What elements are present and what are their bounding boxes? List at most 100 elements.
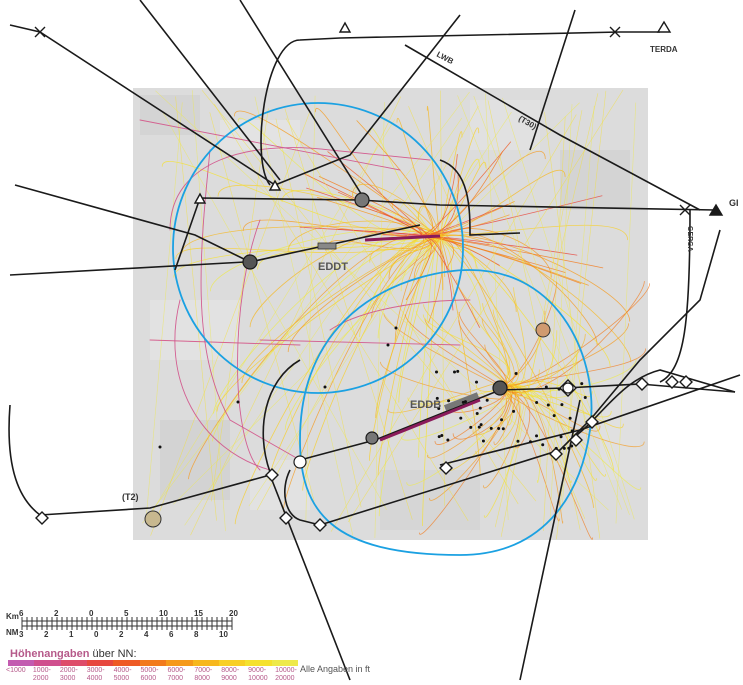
km-tick-label: 0: [89, 609, 94, 618]
legend-swatch: [245, 660, 272, 666]
flight-track: [499, 384, 597, 481]
observation-dot: [434, 370, 438, 374]
crossing-marks: [34, 26, 691, 216]
legend-bin-label-top: 6000-: [167, 667, 186, 674]
flight-track: [155, 90, 609, 511]
legend-bin-label-bottom: 4000: [86, 675, 103, 682]
scale-km-label: Km: [6, 612, 19, 621]
observation-dot: [489, 426, 493, 430]
observation-dot: [478, 406, 482, 410]
legend-color-bar: [8, 660, 298, 666]
nm-tick-label: 2: [119, 630, 124, 639]
legend-swatch: [34, 660, 61, 666]
nm-tick-label: 4: [144, 630, 149, 639]
flight-track: [439, 158, 480, 237]
nm-tick-label: 0: [94, 630, 99, 639]
km-tick-label: 10: [159, 609, 168, 618]
legend-bin-label-bottom: 5000: [113, 675, 130, 682]
flight-track: [422, 235, 441, 527]
flight-track: [422, 314, 511, 389]
flight-track: [543, 116, 566, 532]
flight-track: [439, 235, 444, 291]
flight-track: [184, 117, 463, 526]
flight-track: [190, 96, 402, 536]
observation-dot: [446, 438, 450, 442]
flight-track: [237, 118, 441, 242]
legend-labels: <1000 1000- 2000 2000- 3000 3000- 4000 4000- 500…: [6, 667, 302, 683]
flight-track: [439, 235, 594, 509]
km-tick-label: 20: [229, 609, 238, 618]
legend-note: Alle Angaben in ft: [300, 664, 371, 674]
legend-bin-label: 5000- 6000: [141, 667, 168, 683]
nm-tick-label: 3: [19, 630, 24, 639]
flight-track: [356, 120, 434, 237]
legend-bin-label-bottom: 2000: [32, 675, 49, 682]
observation-dot: [481, 439, 485, 443]
flight-track: [284, 108, 413, 520]
legend-bin-label-top: 5000-: [140, 667, 159, 674]
flight-track: [473, 95, 630, 515]
legend-bin-label-top: 8000-: [221, 667, 240, 674]
observation-dot: [544, 385, 548, 389]
observation-dot: [552, 414, 556, 418]
legend-bin-label-top: 4000-: [113, 667, 132, 674]
flight-track: [499, 387, 645, 448]
observation-dot: [512, 409, 516, 413]
legend-title: Höhenangaben über NN:: [10, 648, 137, 660]
observation-dot: [323, 385, 327, 389]
observation-dot: [456, 369, 460, 373]
legend-swatch: [8, 660, 35, 666]
flight-track: [615, 102, 637, 524]
control-zone-eddt: [172, 102, 464, 394]
observation-dot: [559, 435, 563, 439]
scale-bar: [21, 617, 233, 630]
observation-dot: [535, 434, 539, 438]
observation-dot: [447, 399, 451, 403]
legend-bin-label: 9000- 10000: [248, 667, 275, 683]
km-tick-label: 15: [194, 609, 203, 618]
legend-bin-label: 8000- 9000: [221, 667, 248, 683]
nm-tick-label: 6: [169, 630, 174, 639]
flight-track: [287, 235, 441, 353]
observation-dot: [479, 423, 483, 427]
observation-dot: [568, 416, 572, 420]
legend-bin-label: 7000- 8000: [194, 667, 221, 683]
flight-track: [281, 189, 441, 237]
legend-bin-label-top: 9000-: [248, 667, 267, 674]
legend-swatch: [166, 660, 193, 666]
observation-dot: [500, 418, 504, 422]
observation-dot: [158, 445, 162, 449]
legend-bin-label-top: 10000-: [275, 667, 297, 674]
legend-title-text: Höhenangaben: [10, 648, 90, 660]
flight-track: [248, 111, 512, 507]
observation-dot: [437, 406, 441, 410]
flight-track: [181, 225, 441, 254]
observation-dot: [567, 446, 571, 450]
flight-track: [499, 385, 572, 484]
flight-track: [544, 111, 601, 539]
observation-dot: [570, 429, 574, 433]
observation-dot: [541, 443, 545, 447]
observation-dot: [485, 398, 489, 402]
observation-dot: [580, 382, 584, 386]
observation-dot: [386, 343, 390, 347]
flight-track: [175, 96, 217, 521]
flight-track: [201, 90, 537, 502]
flight-track: [305, 95, 316, 521]
observation-dot: [435, 396, 439, 400]
observation-dot: [497, 426, 501, 430]
legend-bin-label-bottom: 9000: [221, 675, 237, 682]
legend-bin-label: 10000- 20000: [275, 667, 302, 683]
observation-dot: [475, 380, 479, 384]
flight-track: [145, 102, 183, 524]
km-tick-label: 2: [54, 609, 59, 618]
nm-tick-label: 10: [219, 630, 228, 639]
flight-track: [352, 183, 441, 237]
km-tick-label: 6: [19, 609, 24, 618]
flight-track: [502, 97, 635, 520]
flight-track: [419, 141, 512, 237]
legend-bin-label-bottom: 6000: [140, 675, 157, 682]
flight-track: [499, 358, 637, 392]
legend-bin-label: 6000- 7000: [167, 667, 194, 683]
legend-swatch: [60, 660, 88, 666]
